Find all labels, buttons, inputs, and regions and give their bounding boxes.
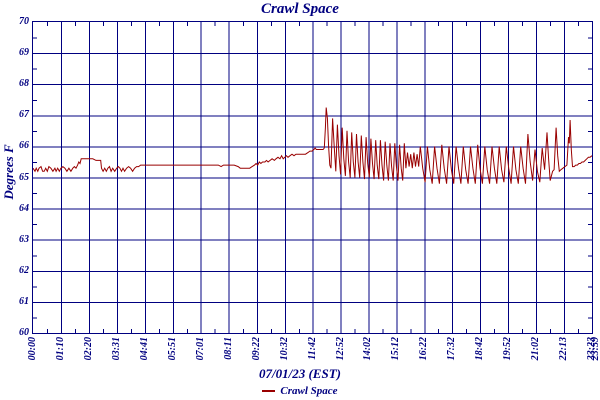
x-tick-label: 09:22 <box>250 337 262 361</box>
x-tick-label: 08:11 <box>222 337 234 360</box>
x-tick-label: 01:10 <box>54 337 66 361</box>
x-tick-label: 11:42 <box>306 337 318 360</box>
x-tick-label: 02:20 <box>82 337 94 361</box>
x-tick-label: 05:51 <box>166 337 178 361</box>
plot-canvas <box>33 22 592 333</box>
y-tick-label: 64 <box>19 202 29 214</box>
x-axis-title: 07/01/23 (EST) <box>259 366 341 381</box>
x-tick-label: 00:00 <box>27 337 38 361</box>
x-tick-label: 19:52 <box>501 337 513 361</box>
x-tick-label: 15:12 <box>390 337 402 361</box>
y-tick-label: 66 <box>19 140 29 152</box>
legend: Crawl Space <box>0 384 600 398</box>
x-tick-label: 12:52 <box>334 337 346 361</box>
y-tick-label: 60 <box>19 327 29 338</box>
y-tick-label: 68 <box>19 78 29 90</box>
y-tick-label: 69 <box>19 47 29 59</box>
x-tick-label: 10:32 <box>278 337 290 361</box>
x-tick-label: 07:01 <box>194 337 206 361</box>
x-tick-label: 18:42 <box>474 337 486 361</box>
y-tick-label: 67 <box>19 109 29 121</box>
y-tick-label: 61 <box>19 295 29 307</box>
x-tick-label: 23:59 <box>590 337 600 361</box>
y-tick-label: 62 <box>19 264 29 276</box>
x-tick-label: 03:31 <box>111 337 123 361</box>
chart-title: Crawl Space <box>261 1 339 17</box>
temperature-series-line <box>33 107 592 184</box>
x-tick-label: 17:32 <box>446 337 458 361</box>
x-tick-label: 14:02 <box>362 337 374 361</box>
legend-series-label: Crawl Space <box>280 385 338 397</box>
plot-area <box>32 21 593 334</box>
y-tick-label: 63 <box>19 233 29 245</box>
y-tick-label: 70 <box>19 16 29 27</box>
x-tick-label: 04:41 <box>138 337 150 361</box>
x-tick-label: 16:22 <box>418 337 430 361</box>
x-tick-label: 21:02 <box>529 337 541 361</box>
series-line-swatch-icon <box>262 390 276 392</box>
y-tick-label: 65 <box>19 171 29 183</box>
x-tick-label: 22:13 <box>558 337 570 361</box>
